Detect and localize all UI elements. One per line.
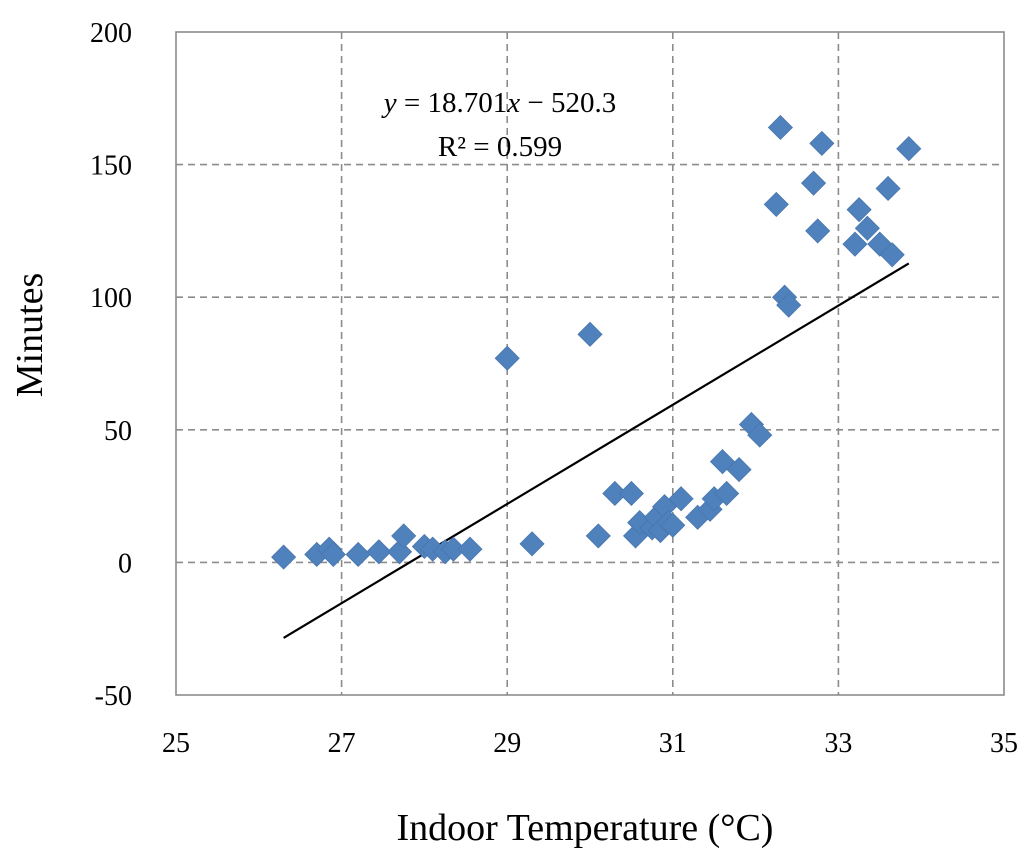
- data-point-marker: [391, 523, 417, 549]
- x-tick-label: 31: [659, 728, 687, 759]
- plot-area-frame: [175, 31, 1005, 696]
- x-axis-title: Indoor Temperature (°C): [397, 807, 774, 849]
- data-point-marker: [805, 218, 831, 244]
- data-point-marker: [271, 544, 297, 570]
- data-point-marker: [660, 512, 686, 538]
- data-point-marker: [726, 457, 752, 483]
- data-point-marker: [875, 175, 901, 202]
- data-point-marker: [846, 197, 872, 223]
- data-point-marker: [747, 422, 773, 448]
- linear-trendline: [283, 262, 910, 639]
- equation-intercept: − 520.3: [520, 87, 616, 119]
- data-point-marker: [767, 114, 794, 141]
- y-axis-title: Minutes: [9, 273, 51, 398]
- y-axis-tick-labels: -50 0 50 100 150 200: [90, 18, 132, 712]
- data-point-marker: [345, 541, 371, 568]
- x-tick-label: 27: [328, 728, 356, 759]
- x-axis-tick-labels: 25 27 29 31 33 35: [162, 728, 1018, 759]
- data-point-marker: [714, 480, 740, 507]
- trendline-equation: y = 18.701x − 520.3: [381, 87, 616, 119]
- data-point-marker: [366, 539, 392, 565]
- y-tick-label: 100: [90, 283, 132, 314]
- data-point-marker: [800, 170, 827, 196]
- equation-slope: = 18.701: [397, 87, 508, 119]
- x-tick-label: 35: [990, 728, 1018, 759]
- y-tick-label: 200: [90, 18, 132, 49]
- data-point-marker: [668, 486, 694, 512]
- x-tick-label: 29: [493, 728, 521, 759]
- grid-lines: [176, 32, 1004, 695]
- y-tick-label: -50: [95, 681, 132, 712]
- data-point-marker: [776, 292, 802, 318]
- equation-x-symbol: x: [506, 87, 520, 119]
- data-point-marker: [457, 536, 483, 562]
- data-point-marker: [854, 215, 880, 241]
- data-point-marker: [577, 321, 603, 347]
- x-tick-label: 25: [162, 728, 190, 759]
- y-tick-label: 150: [90, 151, 132, 182]
- x-tick-label: 33: [824, 728, 852, 759]
- data-point-marker: [763, 191, 789, 217]
- data-point-marker: [494, 345, 520, 371]
- data-point-marker: [320, 541, 346, 568]
- data-point-marker: [519, 531, 545, 557]
- data-point-marker: [585, 523, 611, 549]
- r-squared-label: R² = 0.599: [438, 131, 562, 163]
- equation-y-symbol: y: [381, 87, 397, 119]
- y-tick-label: 0: [118, 548, 132, 579]
- data-point-marker: [809, 130, 835, 156]
- data-point-marker: [618, 480, 644, 507]
- y-tick-label: 50: [104, 416, 132, 447]
- data-point-marker: [896, 136, 922, 162]
- data-point-marker: [879, 242, 905, 268]
- data-points: [271, 114, 922, 570]
- data-point-marker: [842, 231, 868, 257]
